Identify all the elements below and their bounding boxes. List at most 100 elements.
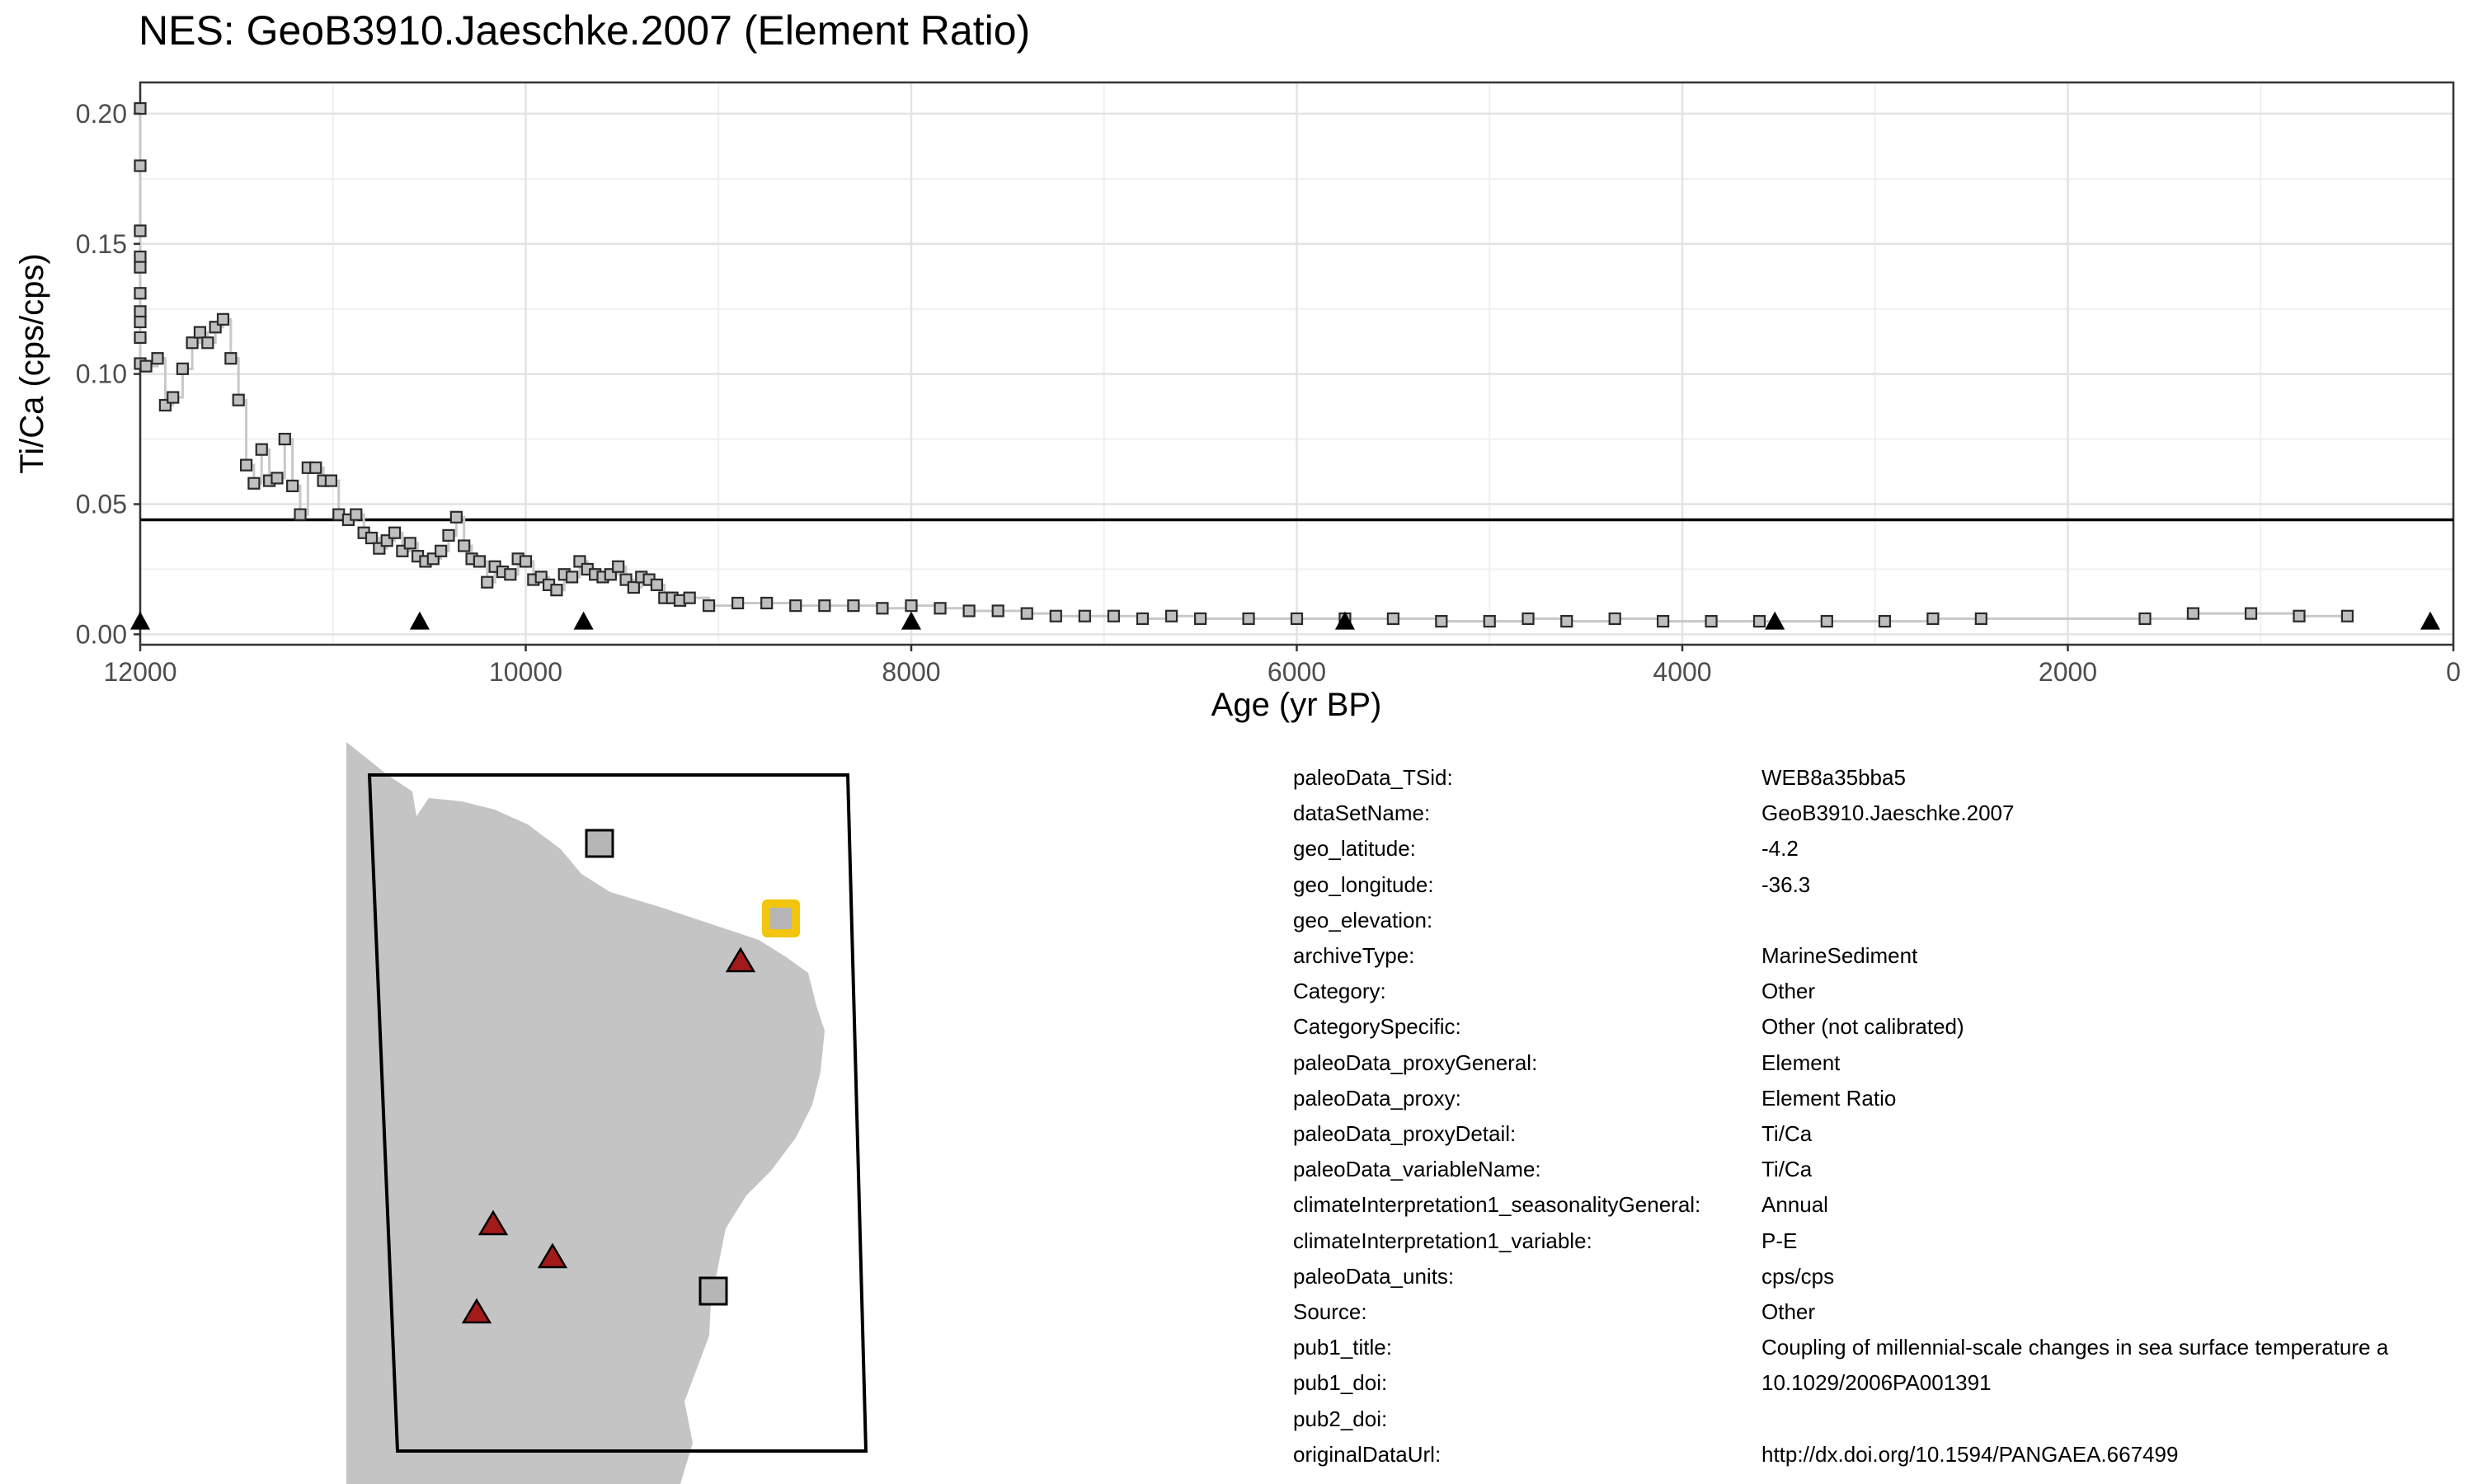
data-point xyxy=(186,336,199,350)
data-point xyxy=(612,560,625,573)
data-point xyxy=(278,432,291,446)
metadata-value: P-E xyxy=(1761,1228,1798,1253)
data-point xyxy=(934,602,947,615)
metadata-value: Other (not calibrated) xyxy=(1761,1014,1964,1040)
metadata-row: pub1_title: Coupling of millennial-scale … xyxy=(0,1330,2474,1364)
x-axis-ticks: 12000 10000 8000 6000 4000 2000 0 xyxy=(104,645,2461,687)
event-triangle xyxy=(409,611,430,630)
x-axis-title: Age (yr BP) xyxy=(1211,687,1382,723)
metadata-value: WEB8a35bba5 xyxy=(1761,765,1906,790)
data-point xyxy=(1435,614,1448,628)
data-point xyxy=(481,575,494,589)
metadata-key: climateInterpretation1_seasonalityGenera… xyxy=(1293,1192,1701,1218)
data-point xyxy=(1483,614,1496,628)
metadata-key: paleoData_proxyGeneral: xyxy=(1293,1050,1538,1075)
metadata-row: originalDataUrl: http://dx.doi.org/10.159… xyxy=(0,1437,2474,1472)
data-point xyxy=(1657,614,1670,628)
site-square xyxy=(698,1276,728,1306)
data-point xyxy=(388,526,402,539)
data-point xyxy=(1020,607,1033,620)
data-point xyxy=(247,477,261,490)
x-tick-label: 8000 xyxy=(882,657,940,687)
x-tick-label: 4000 xyxy=(1653,657,1711,687)
metadata-row: Category: Other xyxy=(0,974,2474,1008)
site-square-highlighted xyxy=(770,908,792,929)
metadata-key: pub1_doi: xyxy=(1293,1370,1388,1396)
event-triangle xyxy=(1765,611,1785,630)
timeseries-chart: 0.00 0.05 0.10 0.15 0.20 12000 10000 8000 6000 4… xyxy=(14,81,2461,723)
data-point xyxy=(255,443,268,456)
metadata-value: Other xyxy=(1761,979,1816,1004)
data-point xyxy=(818,599,831,613)
data-point xyxy=(473,555,487,568)
data-point xyxy=(134,261,147,274)
data-point xyxy=(1049,609,1062,622)
metadata-row: paleoData_variableName: Ti/Ca xyxy=(0,1152,2474,1186)
event-triangle xyxy=(573,611,594,630)
metadata-value: MarineSediment xyxy=(1761,943,1918,968)
metadata-row: archiveType: MarineSediment xyxy=(0,938,2474,973)
metadata-value: http://dx.doi.org/10.1594/PANGAEA.667499 xyxy=(1761,1441,2179,1467)
data-point xyxy=(324,474,338,487)
y-axis-title: Ti/Ca (cps/cps) xyxy=(14,253,50,473)
y-tick-label: 0.20 xyxy=(76,99,127,129)
data-point xyxy=(442,528,455,542)
y-axis-ticks: 0.00 0.05 0.10 0.15 0.20 xyxy=(76,99,140,649)
data-point xyxy=(1242,612,1255,626)
y-tick-label: 0.15 xyxy=(76,229,127,259)
metadata-key: archiveType: xyxy=(1293,943,1415,968)
metadata-key: paleoData_TSid: xyxy=(1293,765,1453,790)
data-point xyxy=(1705,614,1718,628)
data-point xyxy=(650,578,664,591)
metadata-value: -36.3 xyxy=(1761,871,1811,897)
data-point xyxy=(2340,609,2354,622)
data-point xyxy=(627,580,641,594)
x-tick-label: 2000 xyxy=(2039,657,2097,687)
metadata-row: paleoData_units: cps/cps xyxy=(0,1259,2474,1294)
data-point xyxy=(134,224,147,237)
metadata-value: cps/cps xyxy=(1761,1263,1835,1289)
data-point xyxy=(134,159,147,172)
data-point xyxy=(1752,614,1766,628)
data-point xyxy=(1878,614,1892,628)
event-triangle xyxy=(130,611,150,630)
y-tick-label: 0.05 xyxy=(76,490,127,519)
metadata-key: pub2_doi: xyxy=(1293,1406,1388,1431)
data-point xyxy=(176,362,190,375)
metadata-key: Source: xyxy=(1293,1299,1367,1324)
metadata-key: paleoData_proxy: xyxy=(1293,1085,1461,1111)
data-point xyxy=(201,336,214,350)
metadata-key: geo_latitude: xyxy=(1293,836,1416,862)
x-tick-label: 12000 xyxy=(104,657,177,687)
data-point xyxy=(789,599,802,613)
site-triangle xyxy=(477,1209,509,1236)
event-markers xyxy=(130,611,2440,630)
metadata-row: paleoData_proxyDetail: Ti/Ca xyxy=(0,1116,2474,1151)
data-point xyxy=(991,604,1004,618)
metadata-key: geo_elevation: xyxy=(1293,907,1433,932)
data-point xyxy=(167,391,180,404)
data-point xyxy=(350,508,363,521)
data-point xyxy=(151,352,164,365)
chart-title: NES: GeoB3910.Jaeschke.2007 (Element Rat… xyxy=(139,7,1031,54)
data-point xyxy=(1078,609,1091,622)
metadata-row: Source: Other xyxy=(0,1294,2474,1329)
metadata-value: Element Ratio xyxy=(1761,1085,1897,1111)
metadata-row: paleoData_proxy: Element Ratio xyxy=(0,1081,2474,1115)
data-point xyxy=(1164,609,1178,622)
data-point xyxy=(270,472,284,485)
site-triangle xyxy=(725,946,756,973)
data-point xyxy=(458,539,471,552)
y-tick-label: 0.10 xyxy=(76,359,127,389)
data-point xyxy=(962,604,976,618)
data-point xyxy=(1290,612,1304,626)
site-map xyxy=(346,742,868,1484)
data-point xyxy=(286,479,299,492)
data-point xyxy=(224,352,238,365)
data-point xyxy=(760,596,774,610)
data-point xyxy=(1608,612,1621,626)
metadata-key: climateInterpretation1_variable: xyxy=(1293,1228,1592,1253)
data-point xyxy=(1974,612,1987,626)
event-triangle xyxy=(1334,611,1355,630)
metadata-row: paleoData_proxyGeneral: Element xyxy=(0,1045,2474,1080)
